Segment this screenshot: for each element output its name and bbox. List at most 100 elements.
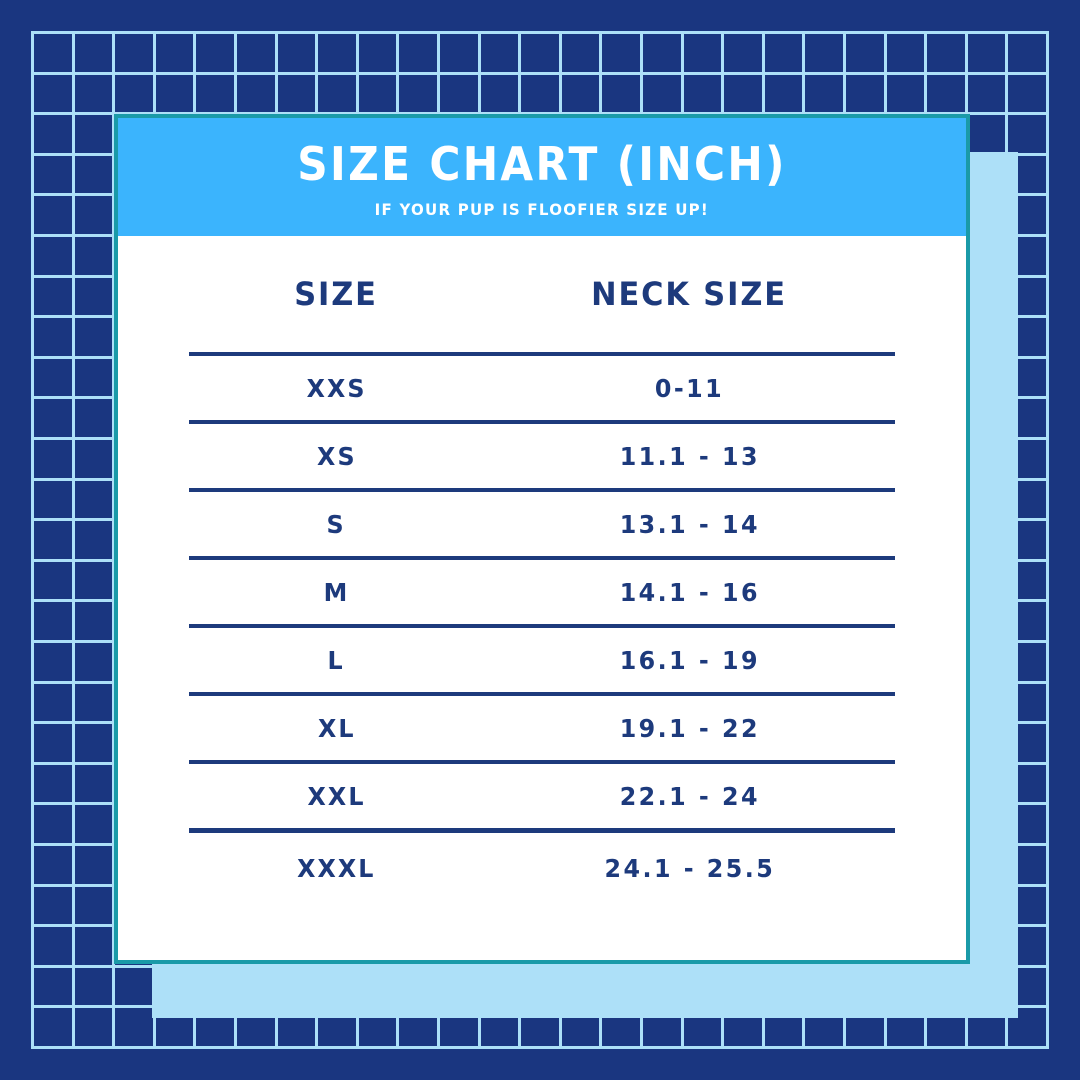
grid-cell (927, 74, 965, 113)
grid-cell (1008, 34, 1046, 72)
grid-cell (74, 521, 113, 559)
grid-cell (34, 236, 72, 275)
cell-size-value: XL (317, 713, 356, 743)
grid-cell (115, 34, 153, 72)
grid-cell (34, 1008, 72, 1046)
grid-cell (34, 561, 72, 600)
grid-cell (74, 967, 113, 1006)
cell-neck: 13.1 - 14 (484, 510, 895, 539)
grid-cell (74, 480, 113, 519)
grid-cell (74, 764, 113, 803)
grid-cell (34, 967, 72, 1006)
grid-cell (34, 155, 72, 194)
grid-cell (318, 74, 356, 113)
grid-cell (764, 34, 803, 72)
grid-cell (236, 34, 275, 72)
column-header-size: SIZE (189, 275, 484, 313)
grid-cell (155, 34, 194, 72)
grid-cell (155, 74, 194, 113)
cell-neck: 11.1 - 13 (484, 442, 895, 471)
grid-cell (34, 34, 72, 72)
grid-cell (34, 318, 72, 356)
column-header-neck-size: NECK SIZE (484, 275, 895, 313)
grid-cell (34, 74, 72, 113)
grid-cell (1008, 74, 1046, 113)
grid-cell (358, 34, 397, 72)
grid-cell (74, 236, 113, 275)
grid-cell (399, 34, 437, 72)
grid-cell (74, 74, 113, 113)
table-row: XXL 22.1 - 24 (189, 760, 895, 828)
grid-cell (967, 34, 1006, 72)
grid-cell (34, 439, 72, 478)
grid-cell (74, 845, 113, 884)
cell-neck: 24.1 - 25.5 (484, 854, 895, 883)
table-row: XXS 0-11 (189, 352, 895, 420)
grid-cell (115, 1008, 153, 1046)
cell-neck-value: 22.1 - 24 (619, 781, 760, 811)
cell-size: XXXL (189, 854, 484, 883)
grid-cell (845, 34, 884, 72)
grid-cell (115, 74, 153, 113)
grid-cell (236, 74, 275, 113)
card-header-band: SIZE CHART (INCH) IF YOUR PUP IS FLOOFIE… (118, 118, 966, 236)
grid-cell (318, 34, 356, 72)
grid-cell (34, 399, 72, 437)
grid-cell (967, 115, 1006, 153)
grid-cell (34, 642, 72, 681)
grid-cell (34, 480, 72, 519)
table-row: XL 19.1 - 22 (189, 692, 895, 760)
grid-cell (399, 74, 437, 113)
grid-cell (34, 358, 72, 397)
grid-cell (764, 74, 803, 113)
cell-neck: 22.1 - 24 (484, 782, 895, 811)
table-row: L 16.1 - 19 (189, 624, 895, 692)
grid-cell (34, 845, 72, 884)
cell-neck-value: 24.1 - 25.5 (604, 853, 775, 883)
grid-cell (480, 34, 519, 72)
grid-cell (74, 561, 113, 600)
cell-size: XXS (189, 374, 484, 403)
cell-size-value: XS (316, 441, 357, 471)
grid-cell (34, 115, 72, 153)
grid-cell (602, 34, 640, 72)
grid-cell (34, 602, 72, 640)
grid-cell (196, 74, 234, 113)
cell-neck-value: 11.1 - 13 (619, 441, 760, 471)
column-header-size-label: SIZE (294, 275, 379, 313)
grid-cell (74, 439, 113, 478)
grid-cell (34, 764, 72, 803)
cell-neck: 0-11 (484, 374, 895, 403)
grid-cell (1008, 115, 1046, 153)
cell-neck-value: 14.1 - 16 (619, 577, 760, 607)
grid-cell (34, 683, 72, 722)
grid-cell (74, 155, 113, 194)
cell-size: XS (189, 442, 484, 471)
grid-cell (74, 602, 113, 640)
page-title: SIZE CHART (INCH) (297, 137, 787, 191)
grid-cell (74, 399, 113, 437)
cell-neck-value: 13.1 - 14 (619, 509, 760, 539)
grid-cell (34, 277, 72, 316)
cell-neck-value: 16.1 - 19 (619, 645, 760, 675)
grid-cell (277, 74, 316, 113)
grid-cell (74, 805, 113, 843)
grid-cell (74, 683, 113, 722)
cell-neck-value: 19.1 - 22 (619, 713, 760, 743)
grid-cell (277, 34, 316, 72)
cell-size-value: XXXL (297, 853, 376, 883)
cell-size: L (189, 646, 484, 675)
grid-cell (74, 358, 113, 397)
grid-cell (74, 196, 113, 234)
grid-cell (521, 74, 559, 113)
grid-cell (34, 521, 72, 559)
grid-cell (480, 74, 519, 113)
grid-cell (34, 196, 72, 234)
size-table: SIZE NECK SIZE XXS 0-11 XS 11. (118, 236, 966, 903)
grid-cell (74, 1008, 113, 1046)
grid-cell (115, 967, 153, 1006)
page-subtitle: IF YOUR PUP IS FLOOFIER SIZE UP! (374, 200, 710, 219)
grid-cell (683, 74, 722, 113)
grid-cell (561, 34, 600, 72)
